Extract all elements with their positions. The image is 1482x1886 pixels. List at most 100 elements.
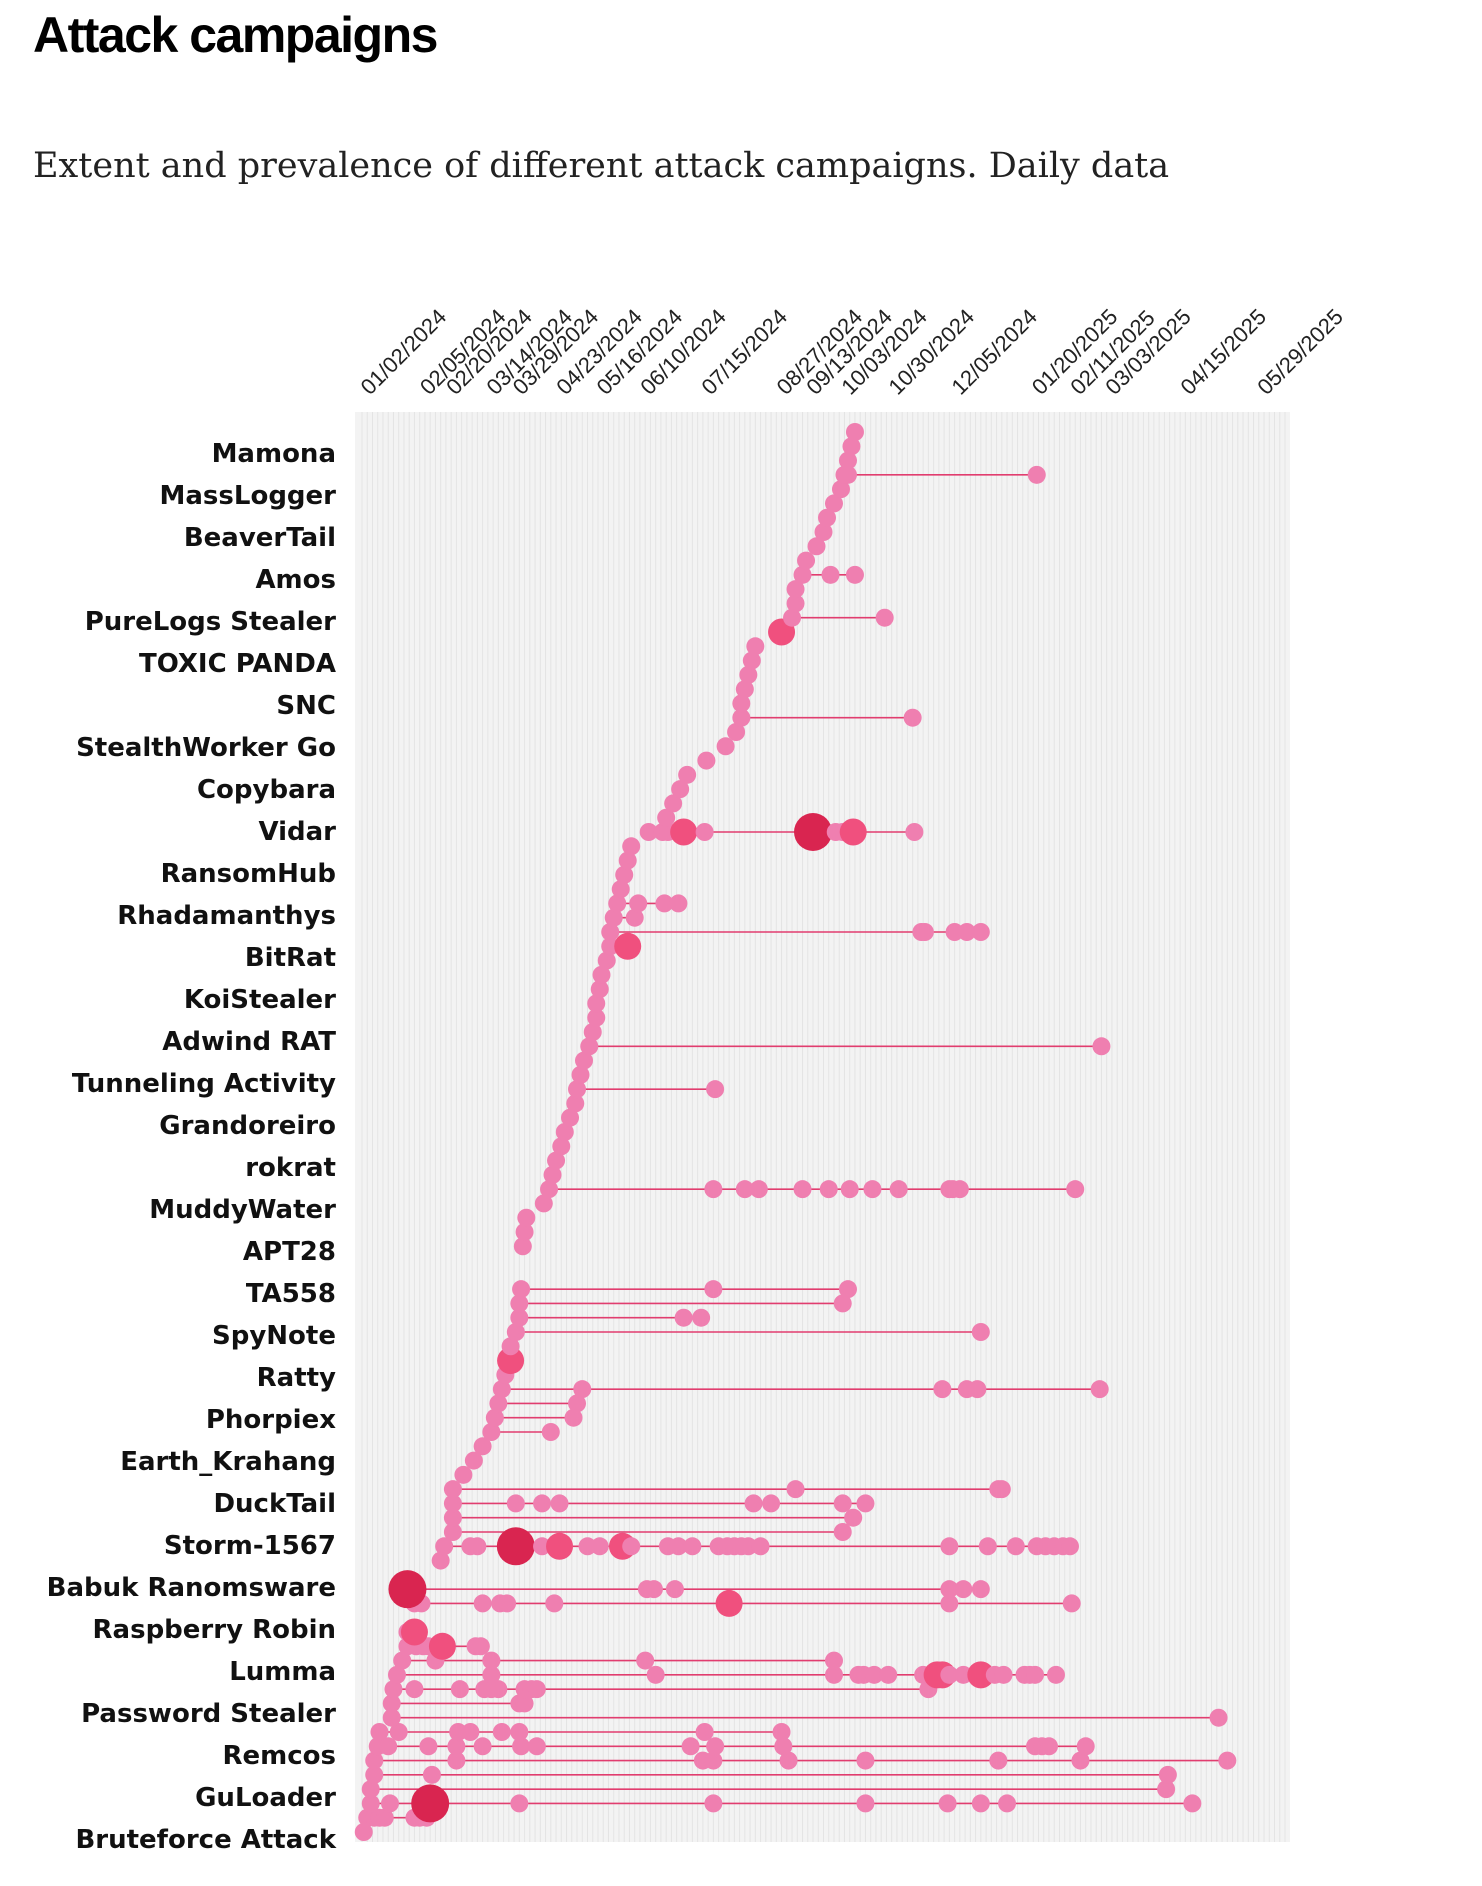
campaign-dot bbox=[844, 1508, 863, 1527]
campaign-dot bbox=[727, 723, 746, 741]
campaign-dot bbox=[865, 1665, 884, 1684]
campaign-dot bbox=[833, 1523, 852, 1541]
campaign-dot bbox=[793, 565, 812, 584]
campaign-dot bbox=[856, 1794, 875, 1813]
campaign-dot bbox=[905, 823, 924, 841]
campaign-dot bbox=[382, 1694, 401, 1713]
campaign-dot bbox=[431, 1551, 450, 1570]
campaign-dot bbox=[541, 1423, 560, 1441]
campaign-dot bbox=[746, 637, 765, 656]
campaign-label: Amos bbox=[255, 565, 336, 595]
campaign-dot bbox=[838, 451, 857, 470]
campaign-dot bbox=[604, 908, 623, 927]
campaign-dot bbox=[382, 1708, 401, 1727]
campaign-dot bbox=[611, 880, 630, 899]
campaign-dot bbox=[940, 1594, 959, 1613]
campaign-dot bbox=[580, 1037, 599, 1056]
campaign-dot bbox=[735, 680, 754, 699]
campaign-dot bbox=[555, 1123, 574, 1141]
campaign-label: PureLogs Stealer bbox=[85, 607, 336, 637]
campaign-label: SpyNote bbox=[212, 1321, 336, 1351]
campaign-dot bbox=[1092, 1037, 1111, 1056]
campaign-dot bbox=[940, 1537, 959, 1556]
campaign-dot bbox=[489, 1394, 508, 1413]
campaign-dot bbox=[1158, 1765, 1177, 1784]
campaign-dot bbox=[473, 1437, 492, 1456]
campaign-dot bbox=[388, 1570, 427, 1609]
campaign-dot bbox=[492, 1723, 511, 1741]
campaign-dot bbox=[387, 1665, 406, 1684]
campaign-dot bbox=[608, 894, 627, 913]
campaign-dot bbox=[704, 1794, 723, 1813]
campaign-dot bbox=[639, 823, 658, 841]
campaign-dot bbox=[473, 1594, 492, 1613]
campaign-dot bbox=[1209, 1708, 1228, 1727]
campaign-dot bbox=[629, 894, 648, 913]
campaign-dot bbox=[545, 1594, 564, 1613]
campaign-label: Babuk Ranomsware bbox=[47, 1573, 336, 1603]
campaign-label: Bruteforce Attack bbox=[75, 1825, 336, 1855]
campaign-dot bbox=[704, 1180, 723, 1199]
campaign-dot bbox=[1218, 1751, 1237, 1770]
campaign-dot bbox=[575, 1051, 594, 1070]
campaign-dot bbox=[443, 1508, 462, 1527]
campaign-dot bbox=[543, 1165, 562, 1184]
campaign-dot bbox=[1062, 1594, 1081, 1613]
campaign-dot bbox=[954, 1580, 973, 1599]
campaign-dot bbox=[749, 1180, 768, 1199]
campaign-dot bbox=[564, 1408, 583, 1427]
campaign-dot bbox=[419, 1737, 438, 1756]
campaign-dot bbox=[889, 1180, 908, 1199]
row-labels: Mamona MassLogger BeaverTail Amos PureLogs S… bbox=[47, 439, 337, 1855]
campaign-dot bbox=[879, 1665, 898, 1684]
campaign-dot bbox=[772, 1723, 791, 1741]
campaign-dot bbox=[489, 1680, 508, 1699]
campaign-dot bbox=[546, 1532, 574, 1560]
chart-title: Attack campaigns bbox=[33, 7, 438, 63]
campaign-dot bbox=[510, 1723, 529, 1741]
campaign-dot bbox=[389, 1723, 408, 1741]
campaign-dot bbox=[622, 837, 641, 856]
campaign-dot bbox=[450, 1680, 469, 1699]
campaign-dot bbox=[670, 818, 698, 846]
campaign-dot bbox=[807, 537, 826, 556]
campaign-dot bbox=[674, 1308, 693, 1327]
campaign-dot bbox=[636, 1651, 655, 1670]
campaign-dot bbox=[517, 1208, 536, 1227]
campaign-dot bbox=[751, 1537, 770, 1556]
campaign-dot bbox=[833, 1494, 852, 1513]
campaign-dot bbox=[468, 1537, 487, 1556]
campaign-label: StealthWorker Go bbox=[76, 733, 336, 763]
campaign-dot bbox=[797, 551, 816, 570]
campaign-dot bbox=[695, 823, 714, 841]
campaign-dot bbox=[443, 1480, 462, 1499]
campaign-dot bbox=[1066, 1180, 1085, 1199]
campaign-dot bbox=[742, 651, 761, 670]
chart-subtitle: Extent and prevalence of different attac… bbox=[33, 146, 1170, 186]
campaign-dot bbox=[568, 1080, 587, 1099]
campaign-dot bbox=[496, 1527, 535, 1566]
campaign-label: Adwind RAT bbox=[162, 1027, 336, 1057]
campaign-dot bbox=[779, 1751, 798, 1770]
campaign-label: Vidar bbox=[258, 817, 336, 847]
campaign-dot bbox=[971, 923, 990, 941]
campaign-dot bbox=[1183, 1794, 1202, 1813]
campaign-dot bbox=[715, 1589, 743, 1617]
campaign-dot bbox=[601, 923, 620, 941]
campaign-label: Lumma bbox=[229, 1657, 336, 1687]
campaign-dot bbox=[671, 780, 690, 799]
campaign-dot bbox=[447, 1751, 466, 1770]
campaign-label: Tunneling Activity bbox=[72, 1069, 336, 1099]
campaign-dot bbox=[669, 894, 688, 913]
campaign-dot bbox=[566, 1094, 585, 1113]
campaign-dot bbox=[1027, 465, 1046, 484]
campaign-dot bbox=[794, 813, 833, 851]
campaign-dot bbox=[590, 1537, 609, 1556]
campaign-dot bbox=[590, 980, 609, 999]
campaign-dot bbox=[856, 1751, 875, 1770]
campaign-dot bbox=[400, 1618, 428, 1646]
campaign-dot bbox=[762, 1494, 781, 1513]
campaign-dot bbox=[669, 1537, 688, 1556]
campaign-dot bbox=[587, 994, 606, 1013]
campaign-dot bbox=[683, 1537, 702, 1556]
